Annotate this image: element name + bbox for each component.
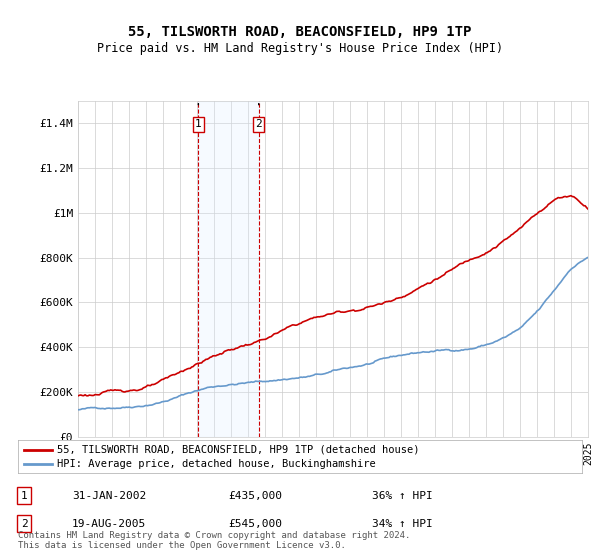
Text: HPI: Average price, detached house, Buckinghamshire: HPI: Average price, detached house, Buck… xyxy=(58,459,376,469)
Text: Price paid vs. HM Land Registry's House Price Index (HPI): Price paid vs. HM Land Registry's House … xyxy=(97,42,503,55)
Text: £545,000: £545,000 xyxy=(228,519,282,529)
Text: Contains HM Land Registry data © Crown copyright and database right 2024.
This d: Contains HM Land Registry data © Crown c… xyxy=(18,530,410,550)
Text: 19-AUG-2005: 19-AUG-2005 xyxy=(72,519,146,529)
Bar xyxy=(199,101,259,437)
Text: 1: 1 xyxy=(20,491,28,501)
Text: 2: 2 xyxy=(20,519,28,529)
Text: 55, TILSWORTH ROAD, BEACONSFIELD, HP9 1TP (detached house): 55, TILSWORTH ROAD, BEACONSFIELD, HP9 1T… xyxy=(58,445,420,455)
Text: 36% ↑ HPI: 36% ↑ HPI xyxy=(372,491,433,501)
Text: £435,000: £435,000 xyxy=(228,491,282,501)
Text: 34% ↑ HPI: 34% ↑ HPI xyxy=(372,519,433,529)
Text: 1: 1 xyxy=(195,119,202,129)
Text: 55, TILSWORTH ROAD, BEACONSFIELD, HP9 1TP: 55, TILSWORTH ROAD, BEACONSFIELD, HP9 1T… xyxy=(128,25,472,39)
Text: 31-JAN-2002: 31-JAN-2002 xyxy=(72,491,146,501)
Text: 2: 2 xyxy=(256,119,262,129)
